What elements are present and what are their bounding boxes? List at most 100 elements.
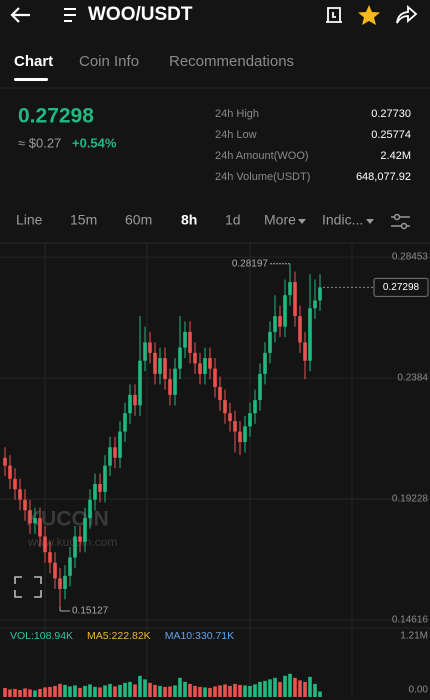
candle-body bbox=[238, 431, 242, 443]
back-button[interactable] bbox=[10, 7, 30, 23]
pair-title: WOO/USDT bbox=[88, 4, 193, 25]
y-tick-label: 0.2384 bbox=[397, 373, 428, 384]
menu-icon[interactable] bbox=[64, 8, 76, 22]
interval[interactable]: 1d bbox=[225, 212, 241, 228]
candle-body bbox=[268, 331, 272, 353]
candle-body bbox=[308, 308, 312, 361]
volume-bar bbox=[303, 681, 307, 697]
high-marker-label: 0.28197 bbox=[232, 258, 269, 269]
interval[interactable]: 8h bbox=[181, 212, 197, 228]
stat-value: 648,077.92 bbox=[356, 171, 411, 183]
candle-body bbox=[138, 360, 142, 406]
y-tick-label: 0.19228 bbox=[392, 494, 429, 505]
candle-body bbox=[43, 536, 47, 553]
volume-bar bbox=[18, 689, 22, 697]
tab[interactable]: Recommendations bbox=[169, 53, 294, 70]
watermark: KUCOIN bbox=[26, 508, 109, 531]
dropdown-arrow bbox=[298, 219, 306, 224]
candle-body bbox=[23, 499, 27, 511]
volume-bar bbox=[293, 677, 297, 697]
volume-bar bbox=[143, 679, 147, 697]
volume-bar bbox=[148, 682, 152, 697]
y-tick-label: 0.28453 bbox=[392, 252, 429, 263]
volume-bar bbox=[43, 687, 47, 697]
candle-body bbox=[248, 413, 252, 427]
candle-body bbox=[213, 368, 217, 387]
candle-body bbox=[163, 358, 167, 380]
candle-body bbox=[188, 331, 192, 353]
candle-body bbox=[228, 413, 232, 422]
candle-body bbox=[278, 316, 282, 327]
candle-body bbox=[38, 518, 42, 537]
candle-body bbox=[18, 489, 22, 500]
candle-body bbox=[173, 368, 177, 395]
candle-body bbox=[93, 484, 97, 500]
interval[interactable]: 60m bbox=[125, 212, 152, 228]
low-marker-label: 0.15127 bbox=[72, 606, 109, 617]
volume-legend: VOL:108.94K bbox=[10, 630, 73, 642]
candle-body bbox=[98, 484, 102, 492]
candle-body bbox=[178, 347, 182, 369]
volume-bar bbox=[88, 684, 92, 697]
volume-bar bbox=[83, 685, 87, 697]
volume-bar bbox=[213, 686, 217, 697]
volume-bar bbox=[113, 686, 117, 697]
stat-value: 0.27730 bbox=[371, 108, 411, 120]
volume-bar bbox=[53, 685, 57, 697]
stat-value: 2.42M bbox=[380, 150, 411, 162]
volume-bar bbox=[38, 688, 42, 697]
candle-body bbox=[233, 421, 237, 432]
interval[interactable]: 15m bbox=[70, 212, 97, 228]
watermark-url: www.kucoin.com bbox=[27, 535, 117, 549]
volume-bar bbox=[268, 679, 272, 697]
volume-legend: MA10:330.71K bbox=[165, 630, 234, 642]
volume-bar bbox=[63, 684, 67, 697]
volume-bar bbox=[13, 688, 17, 697]
volume-bar bbox=[203, 687, 207, 697]
candle-body bbox=[83, 518, 87, 542]
interval[interactable]: More bbox=[264, 212, 296, 228]
volume-bar bbox=[223, 684, 227, 697]
fullscreen-icon[interactable] bbox=[14, 576, 42, 598]
candle-body bbox=[128, 394, 132, 414]
candle-body bbox=[133, 394, 137, 406]
candle-body bbox=[218, 386, 222, 401]
alert-icon[interactable] bbox=[326, 7, 342, 23]
volume-bar bbox=[118, 684, 122, 697]
volume-bar bbox=[178, 677, 182, 697]
tab[interactable]: Chart bbox=[14, 53, 53, 70]
volume-bar bbox=[198, 686, 202, 697]
volume-bar bbox=[28, 689, 32, 697]
stat-value: 0.25774 bbox=[371, 129, 411, 141]
volume-bar bbox=[23, 688, 27, 697]
volume-bar bbox=[273, 677, 277, 697]
volume-bar bbox=[253, 684, 257, 697]
volume-bar bbox=[78, 687, 82, 697]
candle-body bbox=[158, 358, 162, 374]
volume-bar bbox=[158, 685, 162, 697]
interval[interactable]: Indic... bbox=[322, 212, 363, 228]
candle-body bbox=[8, 465, 12, 479]
interval[interactable]: Line bbox=[16, 212, 43, 228]
candle-body bbox=[283, 295, 287, 327]
candle-body bbox=[63, 575, 67, 589]
stat-label: 24h Low bbox=[215, 129, 257, 141]
y-tick-label: 0.14616 bbox=[392, 615, 429, 626]
volume-bar bbox=[48, 686, 52, 697]
volume-bar bbox=[163, 686, 167, 697]
share-icon[interactable] bbox=[396, 5, 418, 24]
candle-body bbox=[208, 358, 212, 369]
volume-bar bbox=[298, 680, 302, 697]
tab[interactable]: Coin Info bbox=[79, 53, 139, 70]
volume-bar bbox=[258, 681, 262, 697]
volume-bar bbox=[73, 685, 77, 697]
candle-body bbox=[143, 342, 147, 361]
candle-body bbox=[88, 499, 92, 519]
candle-body bbox=[243, 426, 247, 443]
candle-body bbox=[293, 282, 297, 317]
candle-body bbox=[168, 379, 172, 395]
volume-bar bbox=[128, 681, 132, 697]
favorite-star[interactable] bbox=[358, 5, 380, 25]
